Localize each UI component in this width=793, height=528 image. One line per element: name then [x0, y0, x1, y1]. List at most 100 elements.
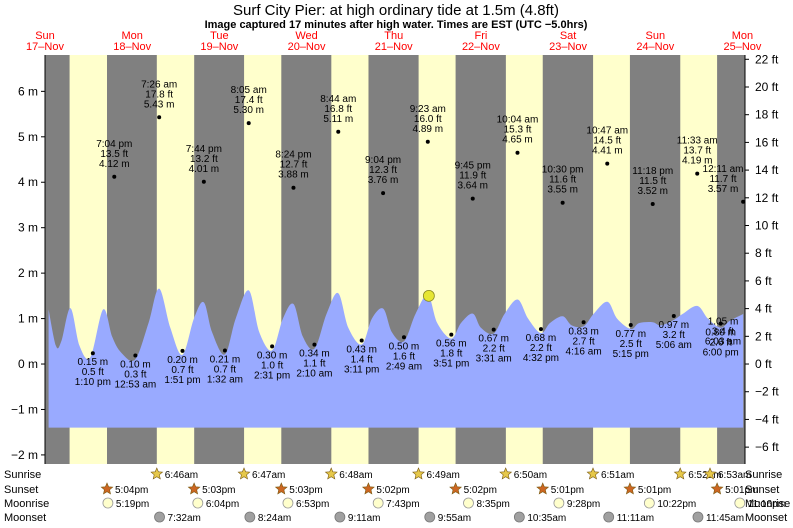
- tide-extreme-dot: [515, 150, 520, 155]
- tide-extreme-dot: [133, 353, 138, 358]
- tide-extreme-dot: [538, 327, 543, 332]
- tide-height-ft: 11.6 ft: [549, 175, 576, 186]
- tide-extreme-dot: [718, 321, 723, 326]
- tide-height-m: 0.68 m: [526, 333, 557, 344]
- tide-time: 8:44 am: [320, 94, 356, 105]
- tide-extreme-dot: [491, 327, 496, 332]
- tide-extreme-dot: [401, 335, 406, 340]
- tide-height-m: 4.41 m: [592, 146, 623, 157]
- right-axis-tick-label: 12 ft: [755, 191, 779, 205]
- day-date-label: 20–Nov: [288, 41, 326, 53]
- tide-extreme-dot: [291, 185, 296, 190]
- tide-height-ft: 3.2 ft: [663, 330, 685, 341]
- moonset-time: 11:11am: [617, 513, 654, 523]
- low-tide-label: 0.83 m2.7 ft4:16 am: [566, 326, 602, 357]
- tide-height-m: 5.11 m: [323, 114, 353, 125]
- sunset-icon: [100, 482, 114, 495]
- tide-height-m: 0.15 m: [78, 357, 109, 368]
- left-axis-tick-label: 6 m: [18, 84, 38, 98]
- sunset-time: 5:01pm: [638, 485, 671, 496]
- tide-time: 1:32 am: [207, 374, 243, 385]
- sunset-time: 5:01pm: [725, 485, 758, 496]
- tide-height-ft: 1.4 ft: [351, 354, 373, 365]
- low-tide-label: 0.30 m1.0 ft2:31 pm: [254, 350, 290, 381]
- sunrise-icon: [673, 467, 687, 480]
- sunset-icon: [623, 482, 637, 495]
- day-date-label: 24–Nov: [636, 41, 674, 53]
- tide-height-m: 0.83 m: [568, 326, 599, 337]
- day-date-label: 17–Nov: [26, 41, 64, 53]
- right-axis-tick-label: −6 ft: [755, 440, 779, 454]
- tide-height-ft: 17.4 ft: [235, 95, 263, 106]
- right-axis-tick-label: 0 ft: [755, 357, 772, 371]
- low-tide-label: 0.21 m0.7 ft1:32 am: [207, 354, 243, 385]
- tide-time: 6:03 am: [705, 336, 741, 347]
- tide-time: 9:45 pm: [455, 161, 491, 172]
- moonrise-icon: [192, 497, 204, 509]
- left-axis-tick-label: 5 m: [18, 130, 38, 144]
- tide-height-ft: 0.3 ft: [124, 369, 146, 380]
- moonset-time: 11:45am: [706, 513, 744, 523]
- moonset-icon: [513, 511, 525, 523]
- tide-height-m: 4.19 m: [682, 156, 713, 167]
- sunrise-time: 6:53am: [718, 470, 751, 481]
- moonrise-row-label-right: Moonrise: [745, 498, 790, 510]
- tide-height-m: 5.30 m: [233, 105, 264, 116]
- moonset-time: 9:11am: [348, 513, 381, 523]
- tide-height-ft: 11.5 ft: [639, 176, 666, 187]
- sunrise-icon: [324, 467, 338, 480]
- chart-subtitle: Image captured 17 minutes after high wat…: [205, 19, 588, 31]
- sunset-row-label: Sunset: [4, 484, 38, 496]
- tide-time: 10:47 am: [586, 126, 628, 137]
- tide-height-m: 4.12 m: [99, 159, 130, 170]
- day-of-week-label: Mon: [121, 30, 142, 42]
- tide-time: 3:11 pm: [344, 364, 379, 375]
- low-tide-label: 0.68 m2.2 ft4:32 pm: [523, 333, 559, 364]
- tide-time: 2:49 am: [386, 361, 422, 372]
- tide-height-m: 4.01 m: [189, 164, 220, 175]
- moonset-icon: [424, 511, 436, 523]
- tide-extreme-dot: [246, 121, 251, 126]
- moonset-time: 7:32am: [168, 513, 201, 523]
- tide-extreme-dot: [359, 338, 364, 343]
- right-axis-tick-label: −2 ft: [755, 385, 779, 399]
- tide-time: 3:51 pm: [433, 359, 469, 370]
- tide-height-ft: 13.2 ft: [190, 154, 218, 165]
- tide-time: 8:24 pm: [275, 150, 311, 161]
- tide-time: 9:23 am: [410, 104, 446, 115]
- tide-extreme-dot: [449, 332, 454, 337]
- day-labels: Sun17–NovMon18–NovTue19–NovWed20–NovThu2…: [26, 30, 762, 53]
- low-tide-label: 0.15 m0.5 ft1:10 pm: [75, 357, 111, 388]
- tide-height-ft: 17.8 ft: [145, 89, 173, 100]
- tide-extreme-dot: [222, 348, 227, 353]
- tide-extreme-dot: [157, 115, 162, 120]
- tide-height-ft: 2.6 ft: [710, 338, 732, 349]
- tide-height-m: 1.05 m: [708, 316, 739, 327]
- low-tide-label: 1.05 m3.4 ft6:03 am: [705, 316, 741, 347]
- moonrise-icon: [463, 497, 474, 509]
- tide-time: 1:10 pm: [75, 377, 111, 388]
- tide-height-m: 0.43 m: [346, 344, 377, 355]
- sunrise-time: 6:52am: [688, 470, 721, 481]
- tide-height-m: 3.64 m: [457, 181, 488, 192]
- tide-height-ft: 3.4 ft: [712, 326, 734, 337]
- tide-extreme-dot: [650, 202, 655, 207]
- low-tide-label: 0.97 m3.2 ft5:06 am: [656, 320, 692, 351]
- left-axis-tick-label: 2 m: [18, 266, 38, 280]
- tide-area: [48, 288, 744, 428]
- tide-height-m: 0.77 m: [615, 329, 646, 340]
- sunrise-time: 6:48am: [339, 470, 372, 481]
- tide-height-ft: 2.2 ft: [483, 344, 505, 355]
- moonrise-time: 9:28pm: [567, 499, 600, 510]
- moonrise-icon: [372, 497, 384, 509]
